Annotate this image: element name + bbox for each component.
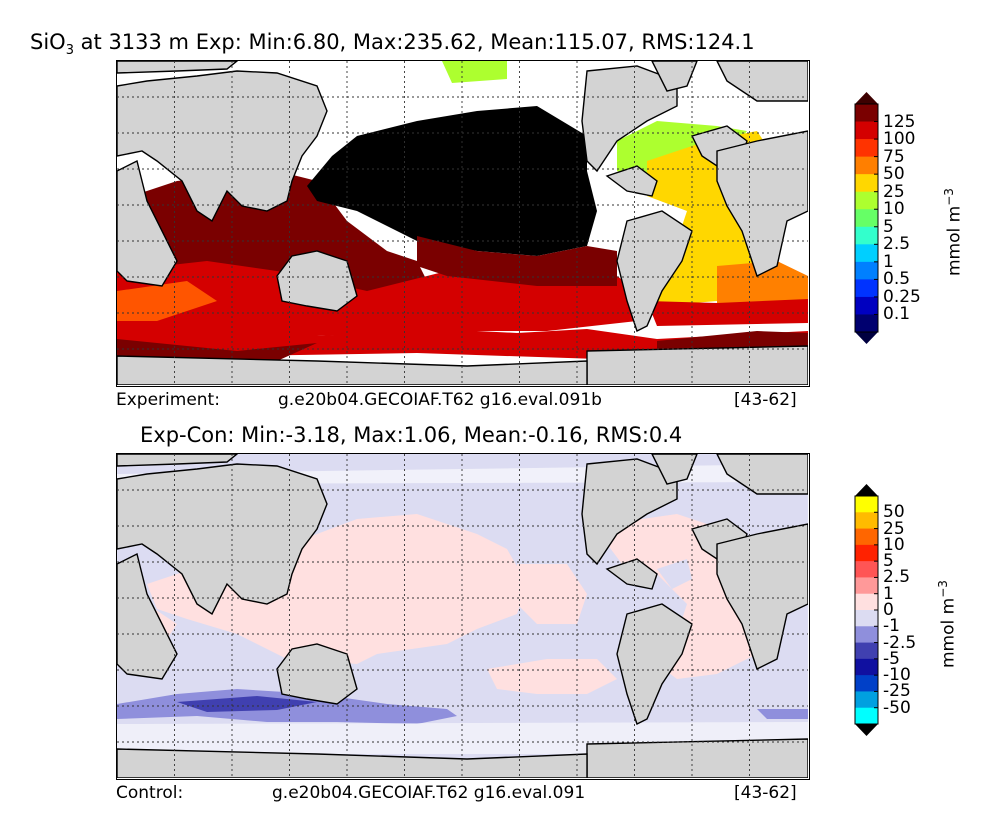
bottom-colorbar-tick-label: 25	[883, 518, 905, 539]
bottom-colorbar-swatch	[855, 528, 878, 546]
bottom-map	[116, 453, 810, 780]
top-footer-right: [43-62]	[734, 390, 797, 410]
bottom-colorbar-tick-label: -10	[883, 665, 911, 686]
top-colorbar-unit: mmol m−3	[942, 188, 965, 276]
top-colorbar-swatch	[855, 209, 878, 228]
bottom-colorbar-tick-label: 2.5	[883, 567, 911, 588]
bottom-colorbar-swatch	[855, 675, 878, 692]
bottom-footer-center: g.e20b04.GECOIAF.T62 g16.eval.091	[272, 783, 586, 803]
bottom-colorbar-arrow-bottom	[855, 724, 878, 736]
bottom-colorbar-swatch	[855, 593, 878, 611]
top-colorbar-swatch	[855, 296, 878, 315]
bottom-colorbar-unit: mmol m−3	[936, 580, 959, 668]
top-colorbar-swatch	[855, 226, 878, 245]
top-colorbar-swatch	[855, 174, 878, 193]
bottom-footer-right: [43-62]	[734, 783, 797, 803]
bottom-colorbar-swatch	[855, 707, 878, 725]
top-colorbar-tick-label: 50	[883, 164, 905, 185]
top-colorbar-outline	[854, 103, 879, 333]
top-colorbar-swatch	[855, 279, 878, 298]
top-colorbar-tick-label: 25	[883, 181, 905, 202]
bottom-colorbar-arrow-top	[855, 484, 878, 496]
bottom-colorbar-swatch	[855, 577, 878, 595]
top-title-rest: at 3133 m Exp: Min:6.80, Max:235.62, Mea…	[73, 30, 755, 54]
top-title: SiO3 at 3133 m Exp: Min:6.80, Max:235.62…	[30, 30, 755, 58]
bottom-colorbar-tick-label: 1	[883, 583, 894, 604]
top-title-sub: 3	[65, 43, 74, 59]
bottom-colorbar-tick-label: 0	[883, 600, 894, 620]
bottom-colorbar-swatch	[855, 544, 878, 562]
bottom-colorbar-tick-label: -2.5	[883, 632, 917, 653]
bottom-colorbar-tick-label: -25	[883, 681, 911, 702]
top-colorbar-tick-label: 10	[883, 199, 905, 220]
top-colorbar-swatch	[855, 121, 878, 140]
bottom-colorbar-swatch	[855, 658, 878, 676]
top-colorbar-svg	[854, 92, 879, 344]
top-colorbar-tick-label: 0.25	[883, 286, 921, 307]
bottom-title: Exp-Con: Min:-3.18, Max:1.06, Mean:-0.16…	[140, 423, 683, 447]
bottom-colorbar-swatch	[855, 691, 878, 709]
bottom-colorbar-tick-label: 5	[883, 551, 894, 572]
top-map-svg	[117, 61, 808, 385]
top-colorbar-swatch	[855, 156, 878, 175]
top-colorbar-swatch	[855, 104, 878, 122]
top-title-prefix: SiO	[30, 30, 66, 54]
top-colorbar: 125 100 75 50 25 10 5 2.5 1 0.5 0.25 0.1	[854, 92, 921, 344]
bottom-colorbar-swatch	[855, 610, 878, 627]
bottom-colorbar-swatch	[855, 561, 878, 578]
bottom-map-svg	[117, 454, 808, 778]
bottom-colorbar-tick-label: 10	[883, 534, 905, 555]
top-unit-exp: −3	[942, 188, 956, 206]
bottom-colorbar: 50 25 10 5 2.5 1 0 -1 -2.5 -5 -10 -25 -50	[854, 484, 916, 736]
top-footer-center: g.e20b04.GECOIAF.T62 g16.eval.091b	[278, 390, 602, 410]
bottom-unit-label: mmol m	[938, 597, 959, 668]
top-colorbar-arrow-top	[855, 92, 878, 104]
bottom-footer-left: Control:	[116, 783, 184, 803]
top-colorbar-swatch	[855, 139, 878, 158]
top-colorbar-swatch	[855, 314, 878, 333]
top-footer-left: Experiment:	[116, 390, 220, 410]
top-colorbar-tick-label: 1	[883, 251, 894, 272]
bottom-colorbar-svg	[854, 484, 879, 736]
top-colorbar-tick-label: 0.1	[883, 304, 911, 325]
bottom-unit-exp: −3	[936, 580, 950, 598]
bottom-colorbar-swatch	[855, 626, 878, 643]
top-colorbar-swatch	[855, 244, 878, 263]
top-colorbar-tick-label: 2.5	[883, 234, 911, 255]
bottom-colorbar-swatch	[855, 642, 878, 660]
top-colorbar-tick-label: 0.5	[883, 269, 911, 290]
bottom-colorbar-tick-label: -50	[883, 697, 911, 718]
bottom-colorbar-swatch	[855, 512, 878, 529]
top-colorbar-swatch	[855, 261, 878, 280]
top-colorbar-swatch	[855, 191, 878, 210]
top-map	[116, 60, 810, 387]
bottom-colorbar-tick-label: 50	[883, 502, 905, 523]
bottom-colorbar-tick-label: -1	[883, 616, 900, 637]
top-colorbar-tick-label: 5	[883, 216, 894, 237]
top-colorbar-tick-label: 75	[883, 146, 905, 167]
bottom-colorbar-swatch	[855, 496, 878, 513]
top-colorbar-arrow-bottom	[855, 332, 878, 344]
top-unit-label: mmol m	[944, 205, 965, 276]
top-colorbar-tick-label: 125	[883, 111, 916, 132]
bottom-colorbar-tick-label: -5	[883, 648, 900, 669]
top-colorbar-tick-label: 100	[883, 129, 916, 150]
